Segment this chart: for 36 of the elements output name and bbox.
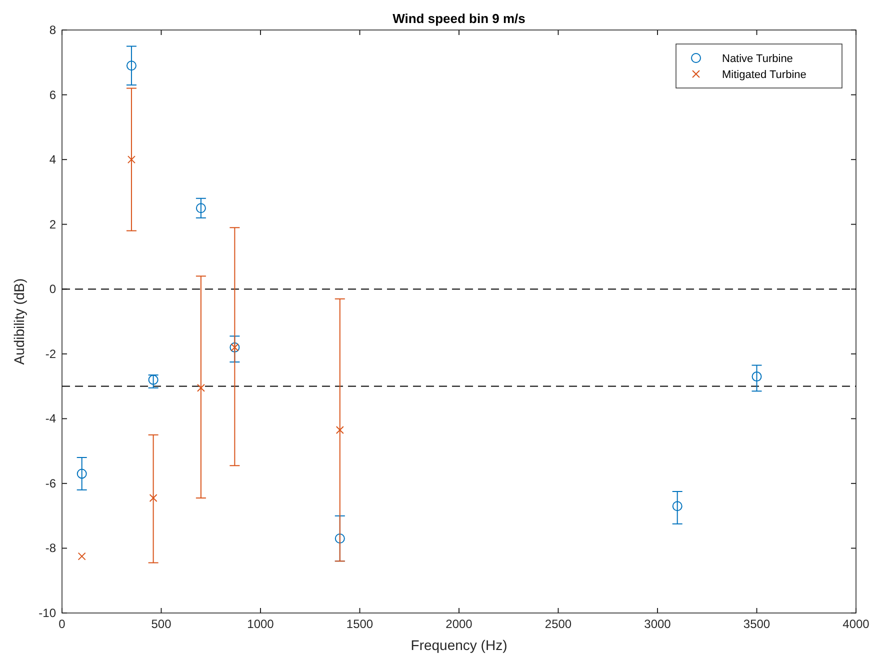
point [196, 203, 206, 214]
point [78, 552, 86, 560]
y-tick-label: -8 [45, 541, 56, 556]
point [126, 60, 136, 71]
y-tick-label: -10 [38, 606, 56, 620]
point [148, 374, 158, 385]
y-tick-label: -4 [45, 412, 56, 426]
point [127, 156, 136, 164]
y-tick-label: 8 [49, 23, 56, 37]
legend-label: Native Turbine [722, 53, 793, 65]
x-tick-label: 1500 [346, 617, 374, 631]
y-tick-label: -6 [45, 476, 56, 490]
x-tick-label: 1000 [247, 617, 274, 631]
y-tick-label: -2 [45, 346, 56, 361]
y-tick-label: 2 [49, 217, 56, 232]
point [336, 426, 344, 434]
x-tick-label: 2000 [446, 617, 473, 631]
x-tick-label: 500 [151, 617, 172, 631]
legend-label: Mitigated Turbine [722, 69, 806, 81]
x-tick-label: 2500 [544, 617, 572, 631]
x-tick-label: 3500 [743, 617, 770, 631]
y-tick-label: 0 [49, 282, 56, 296]
point [334, 534, 345, 544]
y-tick-label: 6 [49, 88, 56, 102]
x-axis-title: Frequency (Hz) [410, 637, 508, 653]
point [76, 468, 87, 479]
point [672, 501, 682, 512]
chart-title: Wind speed bin 9 m/s [392, 11, 526, 26]
y-axis-title: Audibility (dB) [11, 278, 27, 365]
point [752, 372, 762, 382]
x-tick-label: 0 [58, 617, 66, 631]
x-tick-label: 3000 [644, 617, 672, 631]
y-tick-label: 4 [49, 152, 56, 167]
point [196, 384, 205, 392]
x-tick-label: 4000 [842, 617, 870, 631]
point [149, 494, 158, 502]
